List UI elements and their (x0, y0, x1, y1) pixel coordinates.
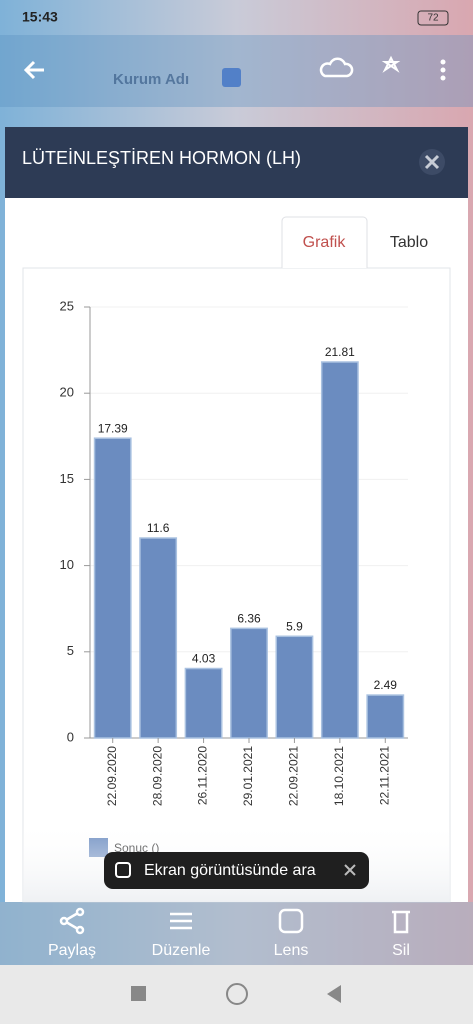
value-label: 5.9 (286, 619, 303, 633)
modal-title: LÜTEİNLEŞTİREN HORMON (LH) (22, 148, 301, 168)
y-tick-label: 5 (67, 643, 74, 658)
tab-grafik[interactable]: Grafik (303, 234, 347, 251)
close-icon (424, 154, 440, 170)
action-lens[interactable]: Lens (274, 942, 309, 959)
nav-recent[interactable] (131, 986, 146, 1001)
y-tick-label: 0 (67, 729, 74, 744)
nav-home[interactable] (226, 983, 248, 1005)
value-label: 17.39 (98, 421, 128, 435)
action-icons (59, 907, 410, 935)
value-label: 4.03 (192, 652, 216, 666)
battery-level: 72 (427, 13, 439, 24)
x-tick-label: 22.09.2021 (287, 746, 301, 806)
back-button[interactable] (23, 60, 44, 80)
action-delete[interactable]: Sil (392, 942, 410, 959)
battery-icon (417, 10, 449, 26)
bar (139, 537, 178, 739)
modal-header (5, 127, 468, 198)
tab-active[interactable] (281, 216, 368, 268)
y-tick-label: 15 (60, 471, 74, 486)
x-tick-label: 22.09.2020 (105, 746, 119, 806)
action-share[interactable]: Paylaş (48, 942, 96, 959)
bar (184, 667, 223, 739)
background-label: Kurum Adı (113, 71, 189, 88)
value-label: 6.36 (237, 612, 261, 626)
toast-close[interactable] (344, 864, 356, 876)
upload-button[interactable] (319, 57, 354, 78)
toast-icon (115, 862, 131, 878)
y-tick-label: 10 (60, 557, 74, 572)
tab-tablo[interactable]: Tablo (390, 234, 428, 251)
chart: 051015202517.3911.64.036.365.921.812.49S… (60, 298, 408, 857)
checkbox (222, 68, 241, 87)
bar (93, 437, 132, 739)
bar (275, 635, 314, 739)
value-label: 21.81 (325, 345, 355, 359)
status-time: 15:43 (22, 9, 58, 25)
value-label: 11.6 (147, 521, 170, 535)
x-tick-label: 28.09.2020 (150, 746, 164, 806)
modal (5, 127, 468, 902)
y-tick-label: 20 (60, 385, 74, 400)
nav-bar (0, 965, 473, 1024)
bar (320, 361, 359, 739)
value-label: 2.49 (374, 678, 398, 692)
action-edit[interactable]: Düzenle (152, 942, 211, 959)
bar (230, 627, 268, 739)
toast (104, 852, 369, 889)
x-tick-label: 29.01.2021 (241, 746, 255, 806)
x-tick-label: 18.10.2021 (332, 746, 346, 806)
nav-back[interactable] (327, 985, 341, 1003)
star-button[interactable] (381, 55, 401, 73)
bar (366, 694, 405, 739)
toast-text[interactable]: Ekran görüntüsünde ara (144, 862, 316, 879)
menu-button[interactable] (440, 59, 446, 81)
x-tick-label: 26.11.2020 (196, 746, 210, 805)
y-tick-label: 25 (60, 298, 74, 313)
x-tick-label: 22.11.2021 (377, 746, 391, 805)
